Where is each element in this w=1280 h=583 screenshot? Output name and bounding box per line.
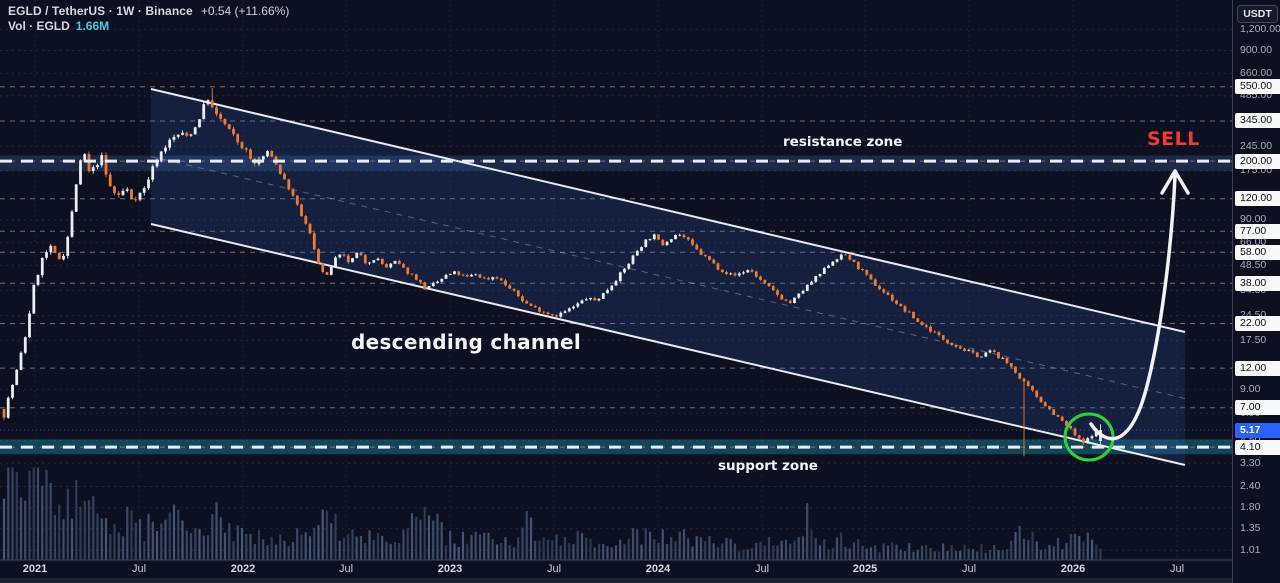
price-tick: 1,200.00 <box>1240 22 1280 35</box>
plot-area <box>0 0 1232 560</box>
price-axis[interactable]: USDT 1,200.00 900.00 660.00 485.00 245.00 175… <box>1232 0 1280 583</box>
price-tick: 1.01 <box>1240 543 1261 556</box>
price-tick: 48.50 <box>1240 258 1267 271</box>
time-tick: 2024 <box>645 563 671 575</box>
price-tick: 245.00 <box>1240 139 1273 152</box>
up-arrow-annotation[interactable] <box>1089 169 1190 441</box>
time-tick: 2023 <box>437 563 463 575</box>
price-level-badge[interactable]: 77.00 <box>1235 223 1280 239</box>
price-tick: 1.80 <box>1240 501 1261 514</box>
price-change: +0.54 (+11.66%) <box>200 4 290 18</box>
time-tick: 2026 <box>1060 563 1086 575</box>
channel-fill[interactable] <box>151 89 1185 465</box>
time-axis[interactable]: 2021 Jul 2022 Jul 2023 Jul 2024 Jul 2025 Jul 2026 J… <box>0 561 1232 577</box>
bottom-strip <box>0 578 1280 583</box>
resistance-zone-label[interactable]: resistance zone <box>783 134 903 150</box>
price-level-badge[interactable]: 345.00 <box>1235 113 1280 129</box>
time-tick: Jul <box>961 563 977 575</box>
symbol-title[interactable]: EGLD / TetherUS · 1W · Binance <box>8 4 193 18</box>
price-tick: 17.50 <box>1240 333 1267 346</box>
price-tick: 3.30 <box>1240 456 1261 469</box>
price-tick: 660.00 <box>1240 66 1273 79</box>
price-level-badge[interactable]: 12.00 <box>1235 360 1280 376</box>
price-tick: 2.40 <box>1240 479 1261 492</box>
chart-header: EGLD / TetherUS · 1W · Binance +0.54 (+11… <box>8 4 289 34</box>
volume-value: 1.66M <box>75 19 110 33</box>
currency-toggle-button[interactable]: USDT <box>1237 5 1278 23</box>
channel-upper-line[interactable] <box>150 88 1186 333</box>
price-level-badge[interactable]: 120.00 <box>1235 191 1280 207</box>
price-level-badge[interactable]: 7.00 <box>1235 400 1280 416</box>
price-level-badge[interactable]: 22.00 <box>1235 315 1280 331</box>
time-tick: Jul <box>131 563 147 575</box>
time-tick: Jul <box>754 563 770 575</box>
time-tick: Jul <box>546 563 562 575</box>
sell-label[interactable]: SELL <box>1147 128 1200 150</box>
price-tick: 90.00 <box>1240 213 1267 226</box>
time-tick: 2025 <box>852 563 878 575</box>
descending-channel-label[interactable]: descending channel <box>351 330 582 354</box>
price-level-badge[interactable]: 4.10 <box>1235 439 1280 455</box>
price-level-badge[interactable]: 550.00 <box>1235 79 1280 95</box>
current-price-badge[interactable]: 5.17 <box>1235 422 1280 438</box>
price-level-badge[interactable]: 58.00 <box>1235 244 1280 260</box>
price-level-badge[interactable]: 200.00 <box>1235 153 1280 169</box>
support-zone-label[interactable]: support zone <box>718 458 818 474</box>
resistance-zone-band[interactable] <box>0 155 1232 171</box>
volume-bars <box>2 467 1102 560</box>
price-tick: 1.35 <box>1240 522 1261 535</box>
time-tick: Jul <box>1169 563 1185 575</box>
time-tick: 2021 <box>22 563 48 575</box>
channel-median-line <box>150 156 1186 399</box>
price-tick: 9.00 <box>1240 382 1261 395</box>
price-tick: 900.00 <box>1240 43 1273 56</box>
price-level-badge[interactable]: 38.00 <box>1235 275 1280 291</box>
time-tick: 2022 <box>230 563 256 575</box>
time-tick: Jul <box>338 563 354 575</box>
volume-indicator-label[interactable]: Vol · EGLD <box>8 19 70 33</box>
